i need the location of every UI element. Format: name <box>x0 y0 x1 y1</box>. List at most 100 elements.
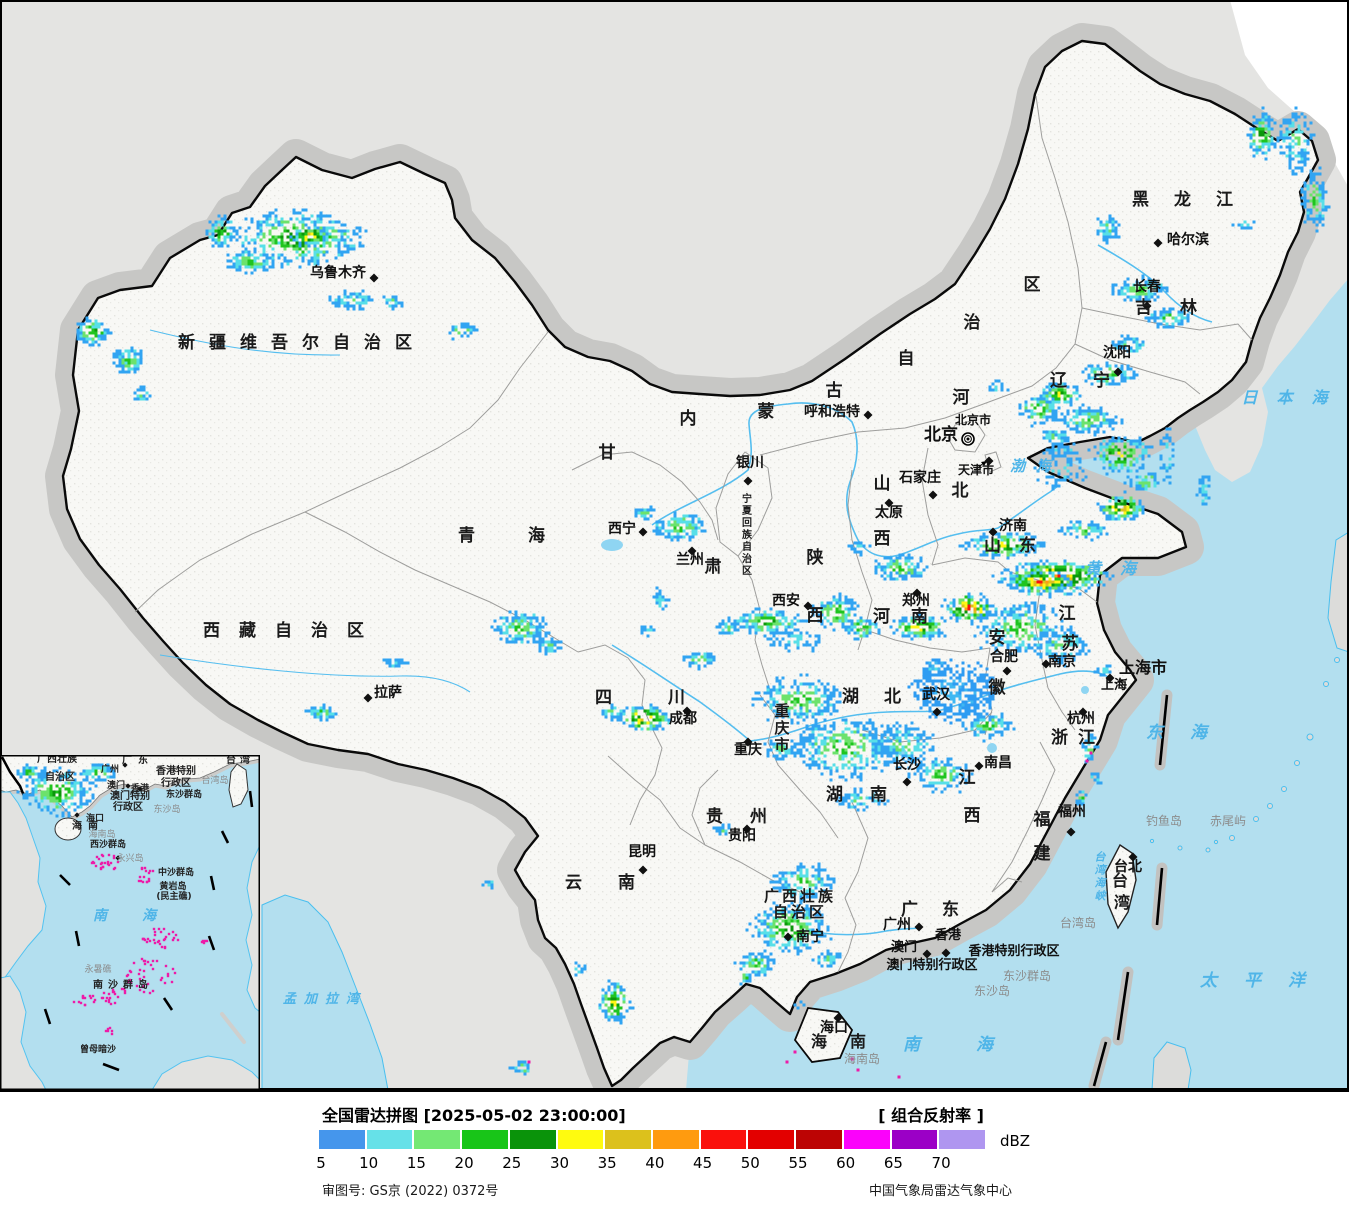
radar-echo-cell <box>127 367 131 371</box>
radar-echo-cell <box>844 613 848 617</box>
radar-echo-cell <box>1018 547 1022 551</box>
radar-echo-cell <box>1009 607 1013 611</box>
radar-echo-cell <box>637 508 641 512</box>
radar-echo-cell <box>853 613 857 617</box>
radar-echo-cell <box>970 538 974 542</box>
radar-echo-cell <box>94 334 98 338</box>
radar-echo-cell <box>841 766 845 770</box>
radar-echo-cell <box>1144 448 1148 452</box>
radar-echo-cell <box>988 385 992 389</box>
radar-echo-cell <box>976 616 980 620</box>
radar-echo-cell <box>463 322 467 326</box>
radar-echo-cell <box>976 706 980 710</box>
radar-echo-cell <box>283 229 287 233</box>
radar-echo-cell <box>1108 466 1112 470</box>
radar-echo-cell <box>391 307 395 311</box>
radar-echo-cell <box>820 607 824 611</box>
radar-echo-cell <box>922 667 926 671</box>
radar-echo-cell <box>931 625 935 629</box>
radar-echo-cell <box>991 604 995 608</box>
radar-echo-cell <box>952 697 956 701</box>
radar-echo-cell <box>982 595 986 599</box>
radar-echo-cell <box>313 259 317 263</box>
radar-echo-cell <box>1204 493 1208 497</box>
radar-echo-cell <box>772 634 776 638</box>
radar-echo-cell <box>787 640 791 644</box>
radar-echo-cell <box>316 217 320 221</box>
radar-echo-cell <box>1063 568 1067 572</box>
radar-echo-cell <box>1021 583 1025 587</box>
radar-echo-cell <box>1042 400 1046 404</box>
radar-echo-cell <box>265 259 269 263</box>
radar-echo-cell <box>928 661 932 665</box>
radar-echo-cell <box>766 688 770 692</box>
radar-echo-cell <box>1036 400 1040 404</box>
radar-echo-cell <box>226 253 230 257</box>
radar-echo-cell <box>1048 406 1052 410</box>
radar-echo-cell <box>898 625 902 629</box>
radar-echo-cell <box>328 709 332 713</box>
radar-echo-cell <box>1075 637 1079 641</box>
radar-echo-cell <box>1009 547 1013 551</box>
radar-echo-cell <box>130 367 134 371</box>
radar-echo-cell <box>283 256 287 260</box>
radar-echo-cell <box>295 211 299 215</box>
radar-echo-cell <box>835 607 839 611</box>
radar-echo-cell <box>799 751 803 755</box>
radar-echo-cell <box>1072 640 1076 644</box>
radar-echo-cell <box>916 682 920 686</box>
radar-echo-cell <box>844 625 848 629</box>
radar-echo-cell <box>526 631 530 635</box>
radar-echo-cell <box>286 220 290 224</box>
radar-echo-cell <box>673 511 677 515</box>
radar-echo-cell <box>871 742 875 746</box>
radar-echo-cell <box>757 625 761 629</box>
radar-echo-cell <box>1090 529 1094 533</box>
radar-echo-cell <box>1090 520 1094 524</box>
radar-echo-cell <box>1024 562 1028 566</box>
radar-echo-cell <box>1054 565 1058 569</box>
radar-echo-cell <box>988 388 992 392</box>
radar-echo-cell <box>802 745 806 749</box>
radar-echo-cell <box>799 691 803 695</box>
radar-echo-cell <box>523 616 527 620</box>
radar-echo-cell <box>841 757 845 761</box>
radar-echo-cell <box>1138 439 1142 443</box>
radar-echo-cell <box>658 529 662 533</box>
radar-echo-cell <box>802 643 806 647</box>
radar-echo-cell <box>1093 529 1097 533</box>
radar-echo-cell <box>1132 499 1136 503</box>
radar-echo-cell <box>505 619 509 623</box>
radar-echo-cell <box>823 718 827 722</box>
radar-echo-cell <box>1039 655 1043 659</box>
radar-echo-cell <box>862 736 866 740</box>
radar-echo-cell <box>982 532 986 536</box>
radar-echo-cell <box>961 703 965 707</box>
radar-echo-cell <box>778 688 782 692</box>
radar-echo-cell <box>997 553 1001 557</box>
radar-echo-cell <box>853 550 857 554</box>
radar-echo-cell <box>967 676 971 680</box>
radar-echo-cell <box>316 229 320 233</box>
radar-echo-cell <box>1057 586 1061 590</box>
radar-echo-cell <box>289 238 293 242</box>
radar-echo-cell <box>937 631 941 635</box>
radar-echo-cell <box>1045 589 1049 593</box>
radar-echo-cell <box>526 634 530 638</box>
radar-echo-cell <box>1066 580 1070 584</box>
radar-echo-cell <box>337 229 341 233</box>
radar-echo-cell <box>931 619 935 623</box>
radar-echo-cell <box>352 292 356 296</box>
radar-echo-cell <box>250 271 254 275</box>
radar-echo-cell <box>274 217 278 221</box>
radar-echo-cell <box>973 634 977 638</box>
radar-echo-cell <box>844 739 848 743</box>
radar-echo-cell <box>1045 475 1049 479</box>
radar-echo-cell <box>988 691 992 695</box>
radar-echo-cell <box>304 709 308 713</box>
radar-echo-cell <box>673 520 677 524</box>
radar-echo-cell <box>796 634 800 638</box>
radar-echo-cell <box>1018 649 1022 653</box>
radar-echo-cell <box>1030 409 1034 413</box>
radar-echo-cell <box>736 628 740 632</box>
